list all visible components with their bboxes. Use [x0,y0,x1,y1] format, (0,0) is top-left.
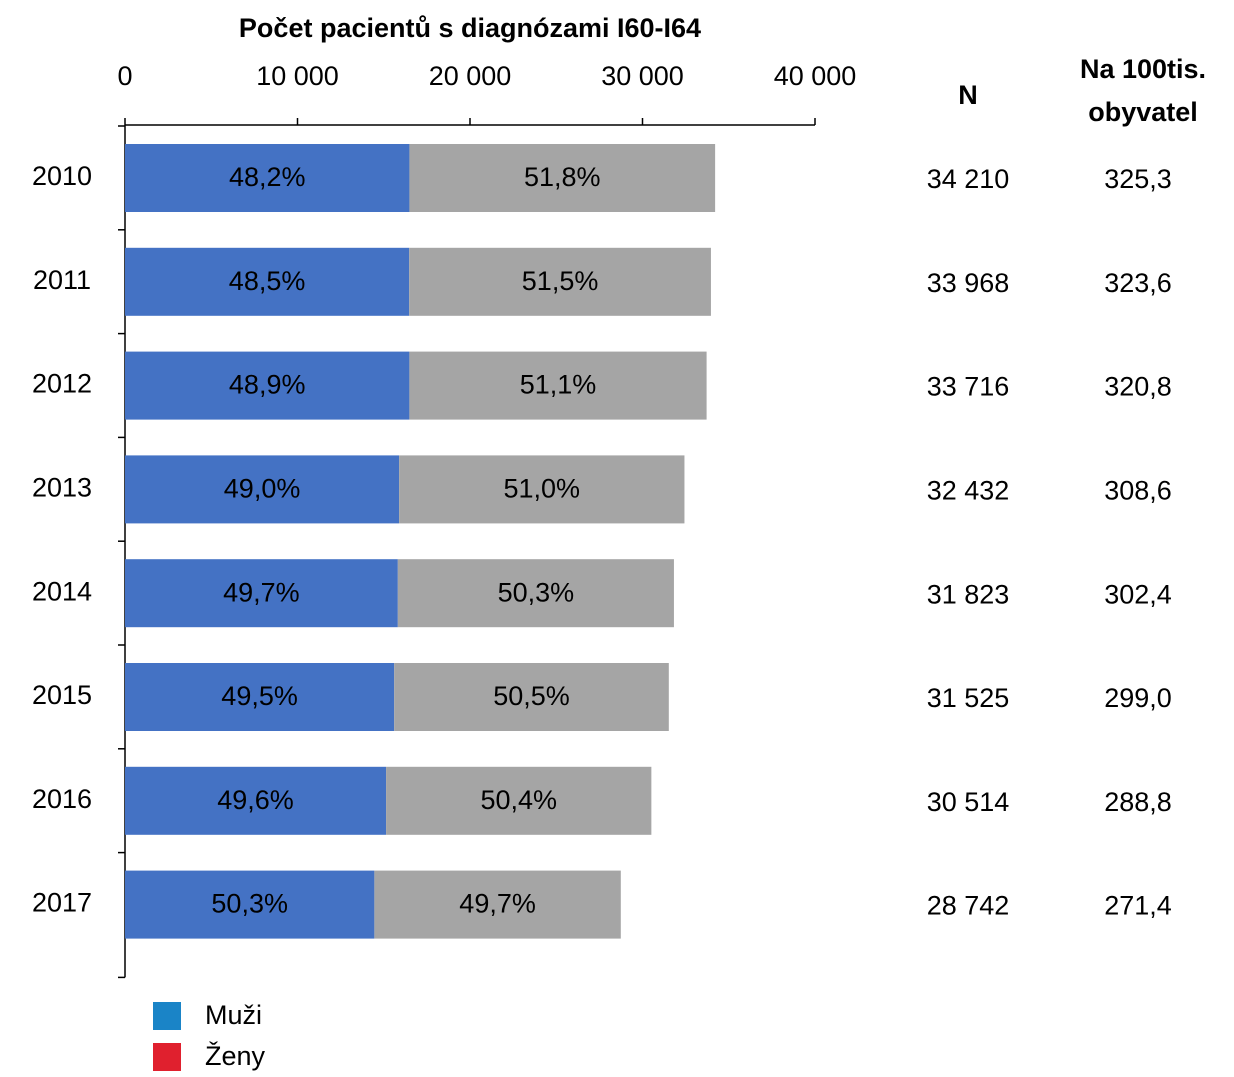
bar-label: 49,7% [459,889,536,919]
bar-segment [394,663,669,731]
total-label: 30 514 [927,787,1010,817]
bar-segment [125,559,398,628]
y-tick-label: 2013 [32,473,92,503]
x-tick-label: 30 000 [601,61,684,91]
y-tick-label: 2017 [32,888,92,918]
total-label: 33 968 [927,268,1010,298]
bar-label: 48,5% [229,266,306,296]
rate-label: 325,3 [1104,164,1172,194]
rates-header: Na 100tis. [1080,54,1206,84]
chart-title: Počet pacientů s diagnózami I60-I64 [239,13,701,43]
y-tick-label: 2010 [32,161,92,191]
total-label: 31 525 [927,683,1010,713]
rate-label: 299,0 [1104,683,1172,713]
bar-label: 48,2% [229,162,306,192]
bar-segment [125,455,400,524]
x-tick-label: 40 000 [774,61,857,91]
bar-segment [386,766,652,835]
bar-segment [374,870,621,939]
bar-label: 50,4% [480,785,557,815]
bar-label: 51,8% [524,162,601,192]
bar-segment [397,559,674,628]
bar-label: 48,9% [229,370,306,400]
bar-label: 49,6% [217,785,294,815]
total-label: 32 432 [927,476,1010,506]
rates-header: obyvatel [1088,97,1198,127]
bar-segment [409,144,716,212]
bar-segment [399,455,685,524]
bar-segment [125,351,410,420]
bar-label: 50,5% [493,681,570,711]
legend-swatch [153,1043,181,1071]
y-tick-label: 2015 [32,680,92,710]
bar-label: 51,0% [504,474,581,504]
rate-label: 320,8 [1104,372,1172,402]
bar-label: 50,3% [211,889,288,919]
bar-label: 49,5% [221,681,298,711]
bar-segment [409,351,707,420]
bar-label: 51,5% [522,266,599,296]
bar-segment [125,663,395,731]
legend-label: Ženy [205,1040,266,1071]
total-label: 33 716 [927,372,1010,402]
bar-segment [125,766,387,835]
bar-label: 51,1% [520,370,597,400]
bar-segment [125,144,410,212]
rate-label: 302,4 [1104,579,1172,609]
rate-label: 323,6 [1104,268,1172,298]
totals-header: N [958,80,978,110]
x-tick-label: 0 [117,61,132,91]
bar-label: 49,7% [223,577,300,607]
y-tick-label: 2011 [33,265,91,295]
rate-label: 308,6 [1104,476,1172,506]
bar-segment [409,247,711,316]
y-tick-label: 2016 [32,784,92,814]
rate-label: 271,4 [1104,891,1172,921]
rate-label: 288,8 [1104,787,1172,817]
total-label: 28 742 [927,891,1010,921]
total-label: 31 823 [927,579,1010,609]
y-tick-label: 2012 [32,369,92,399]
total-label: 34 210 [927,164,1010,194]
bar-label: 49,0% [224,474,301,504]
bar-label: 50,3% [498,577,575,607]
legend-swatch [153,1002,181,1030]
legend-label: Muži [205,1000,262,1030]
x-tick-label: 20 000 [429,61,512,91]
bar-segment [125,247,410,316]
y-tick-label: 2014 [32,576,92,606]
x-tick-label: 10 000 [256,61,339,91]
bar-segment [125,870,375,939]
